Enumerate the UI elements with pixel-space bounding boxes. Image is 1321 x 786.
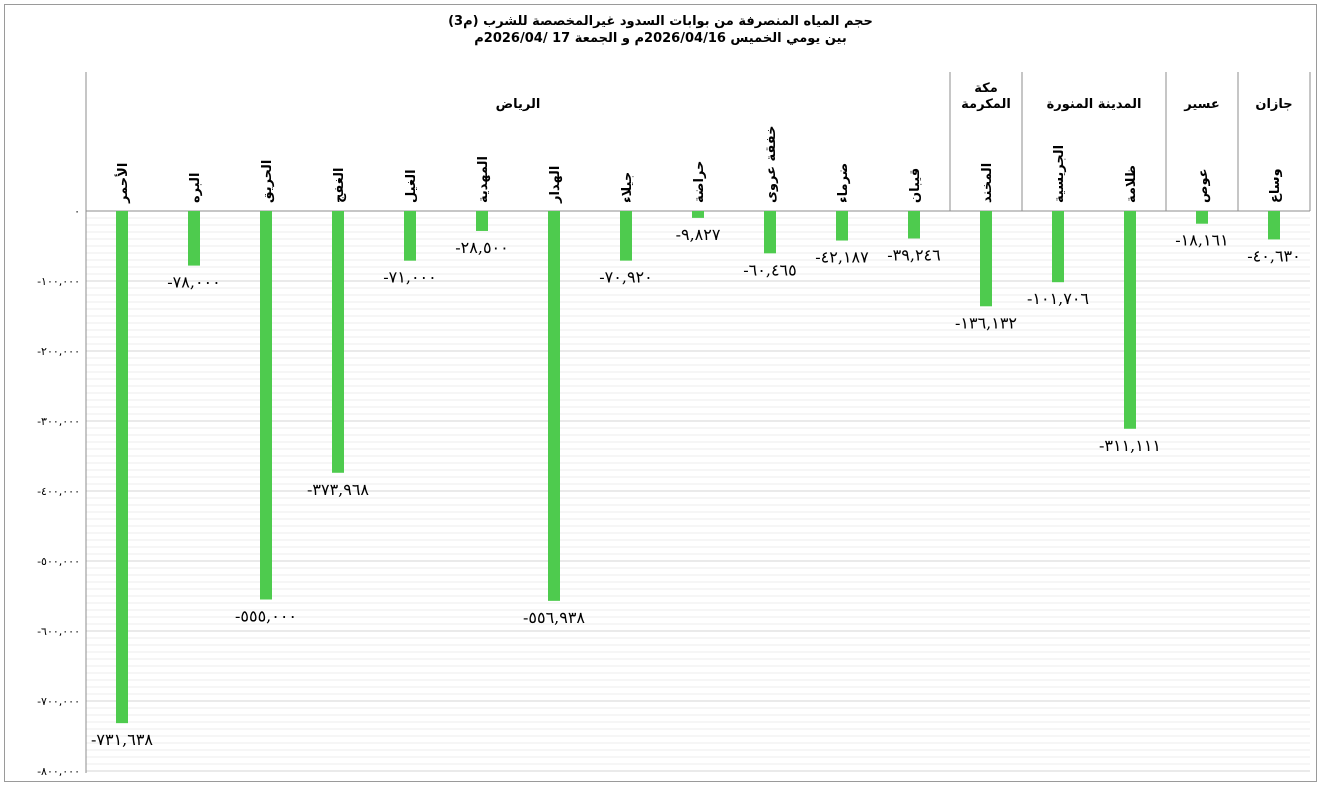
bar [908,211,920,238]
data-label: -٥٥٦,٩٣٨ [523,608,585,627]
bar [1196,211,1208,224]
category-label: عوص [1196,168,1211,203]
region-label: المدينة المنورة [1047,97,1142,112]
region-label: المكرمة [961,97,1011,112]
bar [116,211,128,723]
bar [332,211,344,473]
category-label: الغفج [332,168,347,203]
data-label: -٧٣١,٦٣٨ [91,730,153,749]
category-label: جيلاء [620,172,635,203]
data-label: -٣١١,١١١ [1099,436,1161,455]
category-label: خفقة عروى [764,126,779,203]
bar [548,211,560,601]
category-label: الحريق [260,160,275,203]
bar [1268,211,1280,239]
category-label: الغيل [404,169,419,203]
category-label: قيبان [908,168,923,203]
bar [1124,211,1136,429]
data-label: -٢٨,٥٠٠ [455,238,508,257]
data-label: -١٣٦,١٣٢ [955,313,1017,332]
y-tick-label: -٥٠٠,٠٠٠ [37,555,80,568]
bar [620,211,632,261]
bar [476,211,488,231]
data-label: -٣٧٣,٩٦٨ [307,480,369,499]
y-tick-label: -٢٠٠,٠٠٠ [37,345,80,358]
category-label: المهدية [476,156,491,203]
bar [1052,211,1064,282]
category-label: المخند [980,163,995,203]
data-label: -٤٠,٦٣٠ [1247,246,1300,265]
data-label: -١٠١,٧٠٦ [1027,289,1089,308]
bar [764,211,776,253]
region-label: عسير [1183,97,1220,112]
region-label: جازان [1255,97,1292,112]
category-label: وساع [1268,168,1283,203]
y-tick-label: -٦٠٠,٠٠٠ [37,625,80,638]
category-label: حراضة [692,161,707,203]
y-tick-label: -١٠٠,٠٠٠ [37,275,80,288]
data-label: -٧٨,٠٠٠ [167,273,220,292]
data-label: -٧١,٠٠٠ [383,268,436,287]
bar [260,211,272,600]
data-label: -٦٠,٤٦٥ [743,260,796,279]
data-label: -٩,٨٢٧ [676,225,721,244]
data-label: -٥٥٥,٠٠٠ [235,607,297,626]
category-label: الأحمر [114,163,131,204]
region-label: الرياض [496,97,541,112]
bar [188,211,200,266]
y-tick-label: ٠ [74,205,80,218]
category-label: ضرماء [836,163,851,203]
y-tick-label: -٧٠٠,٠٠٠ [37,695,80,708]
data-label: -٣٩,٢٤٦ [887,245,940,264]
bar [692,211,704,218]
bar [836,211,848,241]
category-label: الهدار [548,166,563,204]
category-label: البره [188,173,203,203]
region-label: مكة [974,81,998,96]
data-label: -٤٢,١٨٧ [815,248,869,267]
category-label: ظلامة [1124,165,1139,203]
bar [980,211,992,306]
data-label: -٧٠,٩٢٠ [599,268,652,287]
y-tick-label: -٣٠٠,٠٠٠ [37,415,80,428]
y-tick-label: -٨٠٠,٠٠٠ [37,765,80,778]
data-label: -١٨,١٦١ [1175,231,1228,250]
bar [404,211,416,261]
category-label: الجريسية [1052,145,1067,203]
y-tick-label: -٤٠٠,٠٠٠ [37,485,80,498]
